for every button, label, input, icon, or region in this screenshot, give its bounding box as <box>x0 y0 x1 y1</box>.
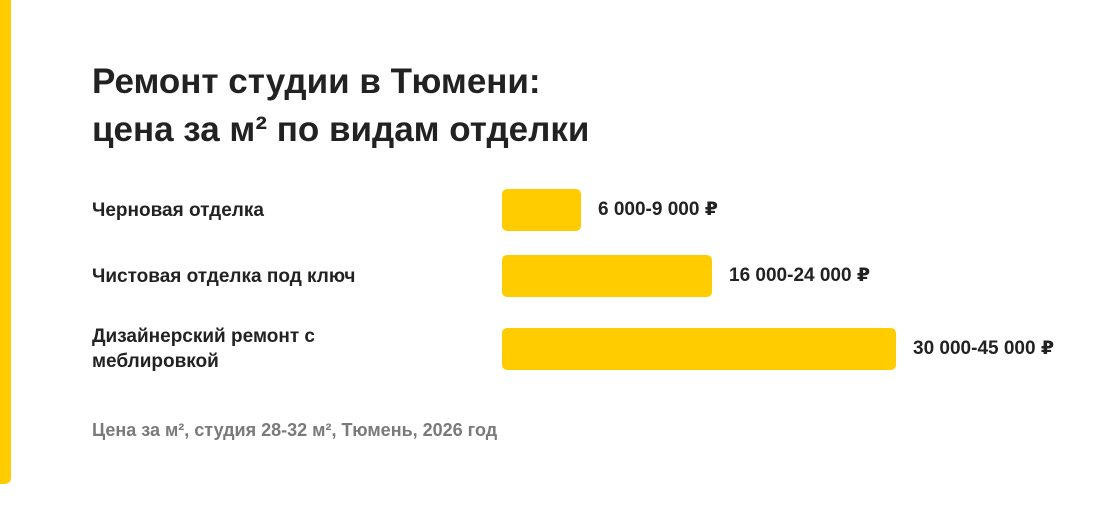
bar-value-label: 16 000-24 000 ₽ <box>729 265 871 286</box>
bar-value-label: 6 000-9 000 ₽ <box>598 199 718 220</box>
chart-title: Ремонт студии в Тюмени: цена за м² по ви… <box>92 58 589 154</box>
category-label: Черновая отделка <box>92 199 264 221</box>
bar <box>502 189 581 231</box>
bar <box>502 255 712 297</box>
category-label: Дизайнерский ремонт с меблировкой <box>92 326 315 372</box>
chart-title-line-2: цена за м² по видам отделки <box>92 110 590 149</box>
bar <box>502 328 896 370</box>
category-label: Чистовая отделка под ключ <box>92 265 356 287</box>
chart-footnote: Цена за м², студия 28-32 м², Тюмень, 202… <box>92 420 498 440</box>
chart-title-line-1: Ремонт студии в Тюмени: <box>92 62 541 101</box>
accent-bar <box>0 0 11 484</box>
bar-value-label: 30 000-45 000 ₽ <box>913 338 1055 359</box>
